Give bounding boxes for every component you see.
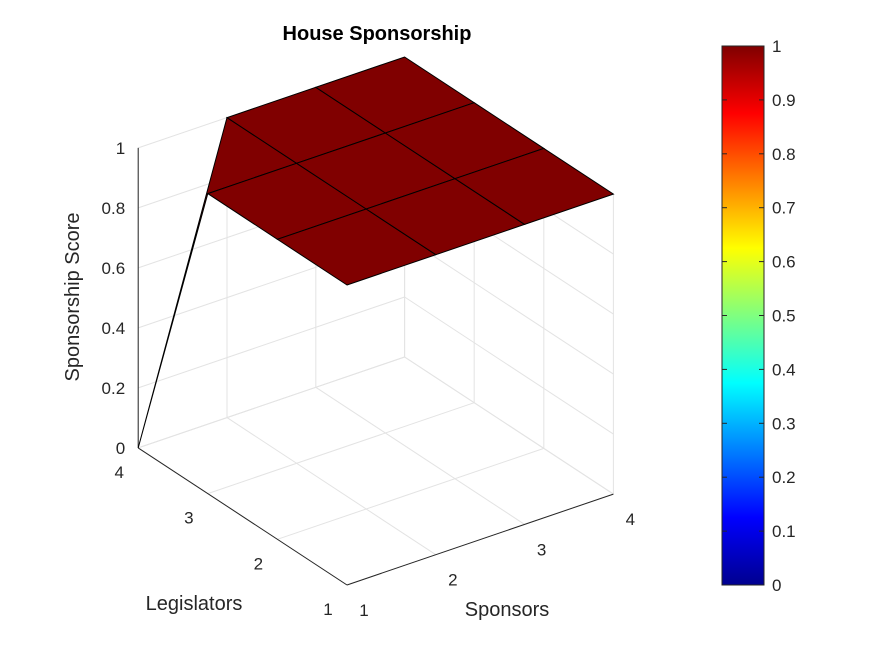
z-axis-label: Sponsorship Score [62,213,84,382]
y-axis-label: Legislators [146,593,243,615]
colorbar-tick-label: 0.4 [772,360,796,379]
colorbar-tick-label: 0.3 [772,414,796,433]
x-tick-label: 1 [359,601,368,620]
x-tick-label: 4 [626,510,635,529]
surface-patch [137,116,298,449]
surface-patch [453,147,615,225]
y-tick-label: 1 [323,600,332,619]
back-wall-grid-line [138,296,405,389]
y-tick-label: 3 [184,509,193,528]
z-tick-label: 0.4 [102,319,126,338]
colorbar-ticks: 0 0.1 0.2 0.3 0.4 0.5 0.6 0.7 0.8 0.9 1 [722,37,796,595]
colorbar-tick-label: 0.5 [772,307,796,326]
x-tick-label: 2 [448,571,457,590]
colorbar-tick-label: 0.2 [772,468,796,487]
tick-labels: 1 2 3 4 1 2 3 4 0 0.2 0.4 0.6 0.8 1 [102,139,636,620]
y-axis-line [137,447,348,586]
colorbar-tick-label: 0.1 [772,522,796,541]
colorbar-gradient [721,45,765,586]
floor-grid-line [207,402,475,495]
back-wall-grid-line [138,356,405,449]
z-tick-label: 0 [116,439,125,458]
y-tick-label: 2 [254,554,263,573]
z-tick-label: 0.6 [102,259,126,278]
z-tick-label: 0.8 [102,199,126,218]
floor-grid-line [277,447,544,540]
right-wall-grid-line [404,296,614,435]
colorbar-tick-label: 0.7 [772,199,796,218]
x-axis-label: Sponsors [465,599,550,621]
z-tick-label: 0.2 [102,379,126,398]
floor-grid-line [226,417,437,556]
surface-patches [137,56,615,449]
x-axis-line [346,493,614,586]
y-tick-label: 4 [114,463,123,482]
colorbar-tick-label: 0.8 [772,145,796,164]
colorbar-tick-label: 1 [772,37,781,56]
colorbar-tick-label: 0 [772,576,781,595]
z-tick-label: 1 [116,139,125,158]
right-wall-grid-line [404,356,614,495]
right-wall-grid-line [404,236,614,375]
colorbar-tick-label: 0.6 [772,253,796,272]
axis-lines [137,147,614,586]
colorbar-tick-label: 0.9 [772,91,796,110]
floor-grid-line [315,386,525,525]
chart-title: House Sponsorship [283,23,472,45]
colorbar: 0 0.1 0.2 0.3 0.4 0.5 0.6 0.7 0.8 0.9 1 [721,37,796,595]
x-tick-label: 3 [537,540,546,559]
